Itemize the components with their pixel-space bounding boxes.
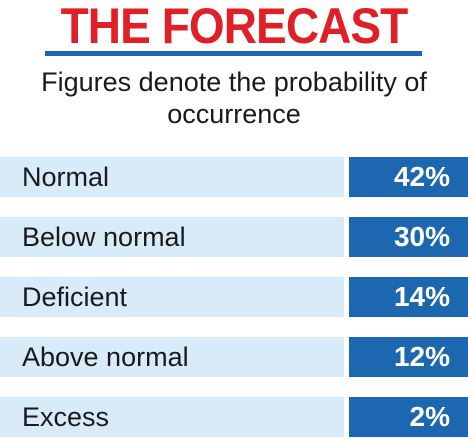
row-background — [0, 337, 344, 377]
table-row: Excess 2% — [0, 397, 468, 437]
probability-cell: 30% — [349, 217, 468, 257]
title-underline — [45, 51, 422, 56]
table-row: Deficient 14% — [0, 277, 468, 317]
probability-value: 42% — [393, 161, 450, 192]
category-label: Above normal — [22, 342, 189, 372]
probability-cell: 42% — [349, 157, 468, 197]
row-background — [0, 397, 344, 437]
category-label: Excess — [22, 402, 110, 432]
probability-value: 2% — [409, 401, 450, 432]
page-title: THE FORECAST — [60, 0, 409, 54]
probability-value: 30% — [393, 221, 450, 252]
probability-cell: 2% — [349, 397, 468, 437]
row-background — [0, 217, 344, 257]
probability-value: 12% — [393, 341, 450, 372]
probability-cell: 12% — [349, 337, 468, 377]
probability-value: 14% — [393, 281, 450, 312]
category-label: Below normal — [22, 222, 186, 252]
row-background — [0, 157, 344, 197]
category-label: Normal — [22, 162, 110, 192]
probability-cell: 14% — [349, 277, 468, 317]
category-label: Deficient — [22, 282, 128, 312]
row-background — [0, 277, 344, 317]
chart-subtitle: Figures denote the probability of occurr… — [41, 67, 427, 129]
table-row: Below normal 30% — [0, 217, 468, 257]
table-row: Normal 42% — [0, 157, 468, 197]
table-row: Above normal 12% — [0, 337, 468, 377]
